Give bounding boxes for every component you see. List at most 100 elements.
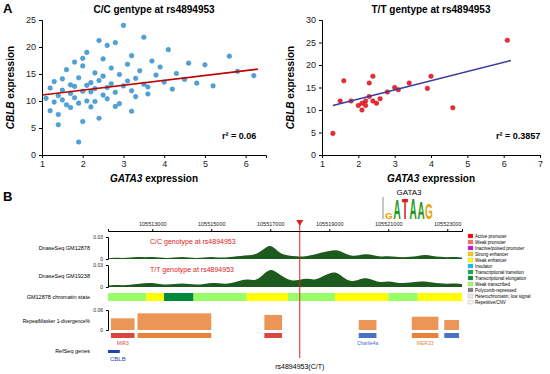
point <box>60 98 65 103</box>
legend-swatch <box>468 234 473 238</box>
point <box>341 78 346 83</box>
tick-mark <box>246 155 247 158</box>
chromatin-segment <box>247 293 288 301</box>
point <box>137 68 142 73</box>
tick-mark <box>319 43 322 44</box>
tick: 25 <box>306 38 322 48</box>
tick: 0.03 <box>93 262 108 268</box>
point <box>97 78 102 83</box>
tick-mark <box>106 287 108 288</box>
point <box>76 101 81 106</box>
chromatin-segment <box>194 293 247 301</box>
y-axis-title: CBLB expression <box>5 46 16 129</box>
gene-name: CBLB <box>110 356 126 362</box>
point <box>129 109 134 114</box>
tick-label: 1 <box>320 159 325 169</box>
tick-label: 105515000 <box>198 221 226 227</box>
tick-mark <box>164 155 165 158</box>
point <box>84 83 89 88</box>
motif-letter: A <box>393 194 400 225</box>
tick-label: 6 <box>244 159 249 169</box>
chromatin-segment <box>388 293 418 301</box>
tick-mark <box>388 229 389 231</box>
x-axis-title: GATA3 expression <box>110 173 198 184</box>
tick-label: 105517000 <box>257 221 285 227</box>
legend-label: Weak enhancer <box>475 258 507 263</box>
tick-label: 7 <box>538 159 543 169</box>
point <box>374 101 379 106</box>
point <box>174 71 179 76</box>
point <box>80 119 85 124</box>
tick: 105519000 <box>316 221 344 231</box>
legend-label: Polycomb-repressed <box>475 288 517 293</box>
point <box>97 116 102 121</box>
point <box>133 76 138 81</box>
motif-letter: A <box>409 192 416 225</box>
point <box>105 43 110 48</box>
point <box>360 108 365 113</box>
point <box>194 81 199 86</box>
point <box>166 47 171 52</box>
tick: 20 <box>26 42 42 52</box>
tick: 6 <box>502 155 507 169</box>
tick-mark <box>123 155 124 158</box>
point <box>331 131 336 136</box>
point <box>76 140 81 145</box>
tick: 10 <box>306 105 322 115</box>
point <box>211 84 216 89</box>
tick-mark <box>358 155 359 158</box>
chart-title: T/T gentype at rs4894953 <box>372 4 491 15</box>
point <box>44 96 49 101</box>
label-part: expression <box>419 173 475 184</box>
tick-label: 4 <box>429 159 434 169</box>
track-label: GM12878 chromatin state <box>27 294 90 300</box>
tick-label: 3 <box>393 159 398 169</box>
tick-mark <box>152 229 153 231</box>
point <box>48 86 53 91</box>
point <box>425 86 430 91</box>
point <box>109 66 114 71</box>
chromatin-segment <box>288 293 335 301</box>
legend-label: Transcriptional elongation <box>475 276 527 281</box>
tick: 2 <box>356 155 361 169</box>
tick-label: 1 <box>40 159 45 169</box>
label-part: GATA3 <box>387 173 420 184</box>
tick: 2 <box>81 155 86 169</box>
chromatin-segment <box>418 293 462 301</box>
point <box>146 85 151 90</box>
motif-axis-line <box>383 197 384 219</box>
tick: 5 <box>465 155 470 169</box>
repeat-element <box>264 333 282 338</box>
tick-label: 15 <box>306 83 316 93</box>
tick: 20 <box>306 60 322 70</box>
x-axis-title: GATA3 expression <box>387 173 475 184</box>
motif-title: GATA3 <box>396 188 422 197</box>
tick-mark <box>39 47 42 48</box>
legend-label: Weak transcribed <box>475 282 510 287</box>
point <box>227 54 232 59</box>
track-label: RepeatMasker 1-divergence% <box>23 318 91 324</box>
track-note: T/T genotype at rs4894953 <box>150 266 234 274</box>
x-axis: 1 2 3 4 5 6 7 <box>320 155 543 169</box>
legend-label: Heterochromatin; low signal <box>475 294 531 299</box>
point <box>93 99 98 104</box>
tick: 10 <box>26 96 42 106</box>
chromatin-segment <box>164 293 194 301</box>
legend-swatch <box>468 270 473 274</box>
chromatin-segment <box>335 293 388 301</box>
snp-label: rs4894953(C/T) <box>275 363 324 371</box>
tick-label: 4 <box>162 159 167 169</box>
tick-mark <box>106 330 108 331</box>
tick-label: 5 <box>465 159 470 169</box>
legend-swatch <box>468 288 473 292</box>
tick-mark <box>211 229 212 231</box>
repeat-bar <box>412 317 439 330</box>
point <box>363 99 368 104</box>
point <box>113 40 118 45</box>
legend-label: Transcriptional transition <box>475 270 524 275</box>
tick-label: 5 <box>311 128 316 138</box>
figure: AB1234560510152025C/C gentype at rs48949… <box>0 0 550 374</box>
track-axis: 00.06 <box>93 307 108 333</box>
tick: 5 <box>311 128 322 138</box>
tick-label: 2 <box>81 159 86 169</box>
